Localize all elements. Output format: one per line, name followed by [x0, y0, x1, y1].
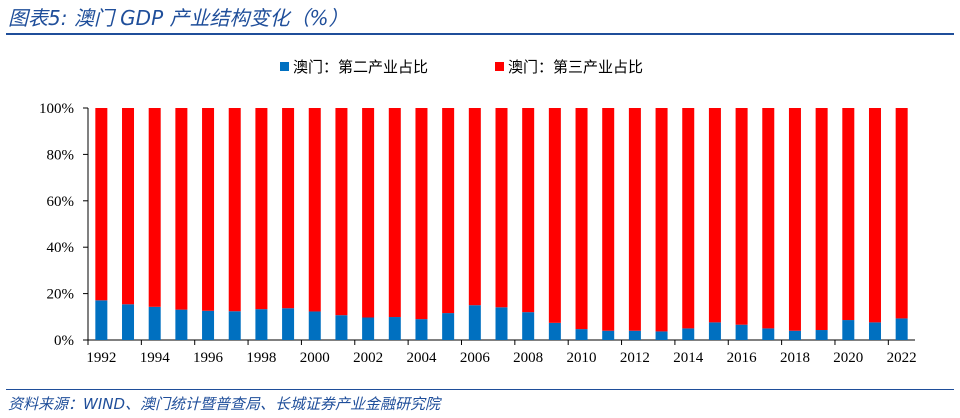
bar-tertiary-industry — [255, 108, 268, 310]
bar-secondary-industry — [762, 328, 775, 340]
bar-tertiary-industry — [335, 108, 348, 316]
bar-secondary-industry — [335, 315, 348, 340]
bar-secondary-industry — [362, 317, 375, 340]
bar-tertiary-industry — [388, 108, 401, 318]
legend-swatch — [280, 62, 289, 71]
bar-tertiary-industry — [682, 108, 695, 329]
bar-tertiary-industry — [122, 108, 135, 305]
bar-tertiary-industry — [468, 108, 481, 306]
bar-secondary-industry — [682, 328, 695, 340]
legend-label: 澳门：第三产业占比 — [508, 58, 643, 76]
bar-secondary-industry — [655, 331, 668, 340]
x-tick-label: 2022 — [887, 350, 917, 366]
x-tick-label: 2002 — [353, 350, 383, 366]
bar-secondary-industry — [735, 324, 748, 340]
x-tick-label: 2008 — [513, 350, 543, 366]
bar-tertiary-industry — [282, 108, 295, 309]
bar-secondary-industry — [388, 317, 401, 340]
x-tick-label: 2004 — [406, 350, 437, 366]
x-tick-label: 1994 — [140, 350, 171, 366]
bar-secondary-industry — [575, 329, 588, 340]
bar-tertiary-industry — [815, 108, 828, 331]
bar-tertiary-industry — [788, 108, 801, 331]
bar-secondary-industry — [495, 307, 508, 340]
source-note: 资料来源：WIND、澳门统计暨普查局、长城证券产业金融研究院 — [8, 395, 441, 413]
x-tick-label: 2010 — [567, 350, 597, 366]
legend-swatch — [495, 62, 504, 71]
x-tick-label: 1998 — [246, 350, 276, 366]
bar-secondary-industry — [468, 305, 481, 340]
bar-secondary-industry — [628, 330, 641, 340]
x-tick-label: 2018 — [780, 350, 810, 366]
bar-tertiary-industry — [575, 108, 588, 330]
bar-tertiary-industry — [95, 108, 108, 301]
bar-secondary-industry — [868, 322, 881, 340]
bar-secondary-industry — [228, 311, 241, 340]
x-tick-label: 1992 — [86, 350, 116, 366]
bar-secondary-industry — [202, 310, 215, 340]
bar-secondary-industry — [175, 309, 188, 340]
bar-secondary-industry — [255, 309, 268, 340]
bar-tertiary-industry — [708, 108, 721, 323]
x-tick-label: 2012 — [620, 350, 650, 366]
y-tick-label: 0% — [54, 333, 74, 349]
bar-tertiary-industry — [442, 108, 455, 314]
bar-secondary-industry — [148, 306, 161, 340]
bar-tertiary-industry — [202, 108, 215, 311]
bar-secondary-industry — [308, 311, 321, 340]
bar-secondary-industry — [548, 322, 561, 340]
bar-secondary-industry — [522, 312, 535, 340]
bar-tertiary-industry — [868, 108, 881, 323]
bar-secondary-industry — [122, 304, 135, 340]
bar-tertiary-industry — [228, 108, 241, 312]
bar-secondary-industry — [415, 319, 428, 340]
bar-tertiary-industry — [628, 108, 641, 331]
figure-title: 图表5: 澳门 GDP 产业结构变化（%） — [8, 6, 349, 30]
bar-secondary-industry — [788, 330, 801, 340]
y-tick-label: 60% — [47, 194, 75, 210]
x-tick-label: 2014 — [673, 350, 704, 366]
bar-tertiary-industry — [655, 108, 668, 332]
bar-secondary-industry — [602, 330, 615, 340]
bar-secondary-industry — [895, 318, 908, 340]
bar-secondary-industry — [708, 322, 721, 340]
bar-secondary-industry — [95, 300, 108, 340]
bar-tertiary-industry — [148, 108, 161, 307]
legend-label: 澳门：第二产业占比 — [293, 58, 428, 76]
x-tick-label: 2006 — [460, 350, 491, 366]
bar-secondary-industry — [815, 330, 828, 340]
bar-tertiary-industry — [175, 108, 188, 310]
x-tick-label: 2000 — [300, 350, 330, 366]
bar-tertiary-industry — [548, 108, 561, 323]
bar-tertiary-industry — [735, 108, 748, 325]
bar-tertiary-industry — [495, 108, 508, 308]
y-tick-label: 20% — [47, 287, 75, 303]
title-divider — [6, 33, 954, 35]
source-divider — [6, 389, 954, 390]
x-tick-label: 1996 — [193, 350, 224, 366]
y-tick-label: 40% — [47, 240, 75, 256]
bar-tertiary-industry — [522, 108, 535, 313]
bar-tertiary-industry — [415, 108, 428, 320]
y-tick-label: 80% — [47, 147, 75, 163]
bar-tertiary-industry — [895, 108, 908, 319]
bar-tertiary-industry — [362, 108, 375, 318]
x-tick-label: 2016 — [727, 350, 758, 366]
bar-tertiary-industry — [602, 108, 615, 331]
bar-tertiary-industry — [308, 108, 321, 312]
x-tick-label: 2020 — [833, 350, 863, 366]
bar-secondary-industry — [842, 320, 855, 340]
bar-tertiary-industry — [842, 108, 855, 321]
bar-secondary-industry — [442, 313, 455, 340]
bar-secondary-industry — [282, 308, 295, 340]
y-tick-label: 100% — [39, 101, 74, 117]
bar-tertiary-industry — [762, 108, 775, 329]
